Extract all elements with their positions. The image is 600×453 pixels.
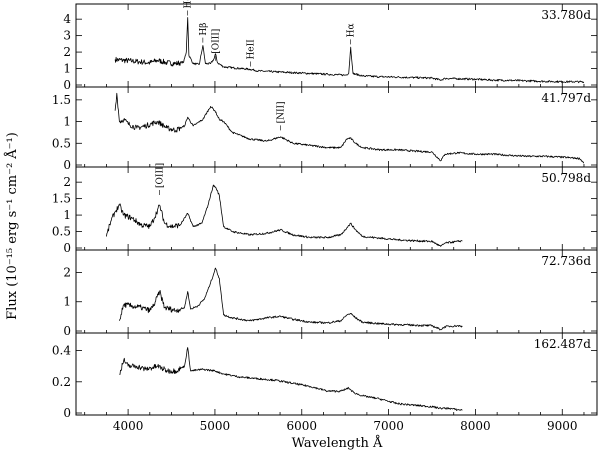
y-tick-label: 4: [63, 12, 71, 26]
spectrum-panel: 0 0.2 0.4 162.487d: [52, 332, 598, 420]
y-tick-label: 3: [63, 29, 71, 43]
y-tick-label: 1.5: [52, 93, 71, 107]
line-annotation: [OIII]: [212, 29, 222, 54]
panel-frame: [75, 332, 598, 416]
y-tick-label: 0.4: [52, 344, 71, 358]
panel-epoch-label: 162.487d: [534, 337, 592, 351]
x-tick-label: 4000: [113, 419, 144, 433]
y-tick-label: 0.5: [52, 225, 71, 239]
panel-epoch-label: 41.797d: [541, 91, 591, 105]
panel-epoch-label: 33.780d: [541, 8, 591, 22]
x-axis-title: Wavelength Å: [292, 435, 383, 451]
spectrum-line: [114, 92, 584, 164]
spectrum-line: [119, 267, 463, 331]
line-annotation: HeII: [247, 39, 257, 60]
spectra-panels: 0123433.780dHeIIHβ[OIII]HeIIHα00.511.541…: [52, 0, 598, 420]
y-tick-label: 2: [63, 45, 71, 59]
panel-frame: [75, 166, 598, 251]
panel-frame: [75, 249, 598, 334]
y-tick-label: 0: [63, 324, 71, 338]
x-tick-label: 7000: [373, 419, 404, 433]
spectrum-panel: 0 1 2 3 4 33.780d HeII Hβ[OIII] HeII Hα: [63, 0, 598, 92]
line-annotation: Hα: [347, 23, 357, 37]
y-tick-label: 0.5: [52, 136, 71, 150]
spectrum-panel: 0 0.5 1 1.5 2 50.798d [OIII]: [52, 163, 598, 255]
y-tick-label: 0: [63, 406, 71, 420]
spectrum-line: [119, 347, 463, 411]
y-tick-label: 1: [63, 295, 71, 309]
y-tick-label: 1: [63, 115, 71, 129]
x-tick-label: 6000: [286, 419, 317, 433]
line-annotation: Hβ: [199, 23, 209, 36]
x-tick-label: 9000: [547, 419, 578, 433]
y-tick-label: 1.5: [52, 192, 71, 206]
y-tick-label: 1: [63, 62, 71, 76]
line-annotation: [OIII]: [156, 163, 166, 188]
y-axis-title: Flux (10⁻¹⁵ erg s⁻¹ cm⁻² Å⁻¹): [4, 132, 20, 320]
y-tick-label: 2: [63, 265, 71, 279]
y-tick-label: 0.2: [52, 375, 71, 389]
spectrum-panel: 0 0.5 1 1.5 41.797d [NII]: [52, 86, 598, 172]
spectrum-panel: 0 1 2 72.736d: [63, 249, 598, 338]
y-tick-label: 2: [63, 175, 71, 189]
x-axis: 4000 5000 6000 7000 8000 9000: [113, 419, 578, 433]
line-annotation: [NII]: [276, 101, 286, 123]
x-tick-label: 5000: [200, 419, 231, 433]
y-tick-label: 0: [63, 78, 71, 92]
panel-epoch-label: 50.798d: [541, 171, 591, 185]
y-tick-label: 0: [63, 241, 71, 255]
y-tick-label: 0: [63, 158, 71, 172]
panel-epoch-label: 72.736d: [541, 254, 591, 268]
spectrum-line: [114, 17, 585, 84]
x-tick-label: 8000: [460, 419, 491, 433]
line-annotation: HeII: [184, 0, 194, 9]
spectrum-line: [106, 184, 463, 247]
y-tick-label: 1: [63, 208, 71, 222]
panel-frame: [75, 86, 598, 168]
